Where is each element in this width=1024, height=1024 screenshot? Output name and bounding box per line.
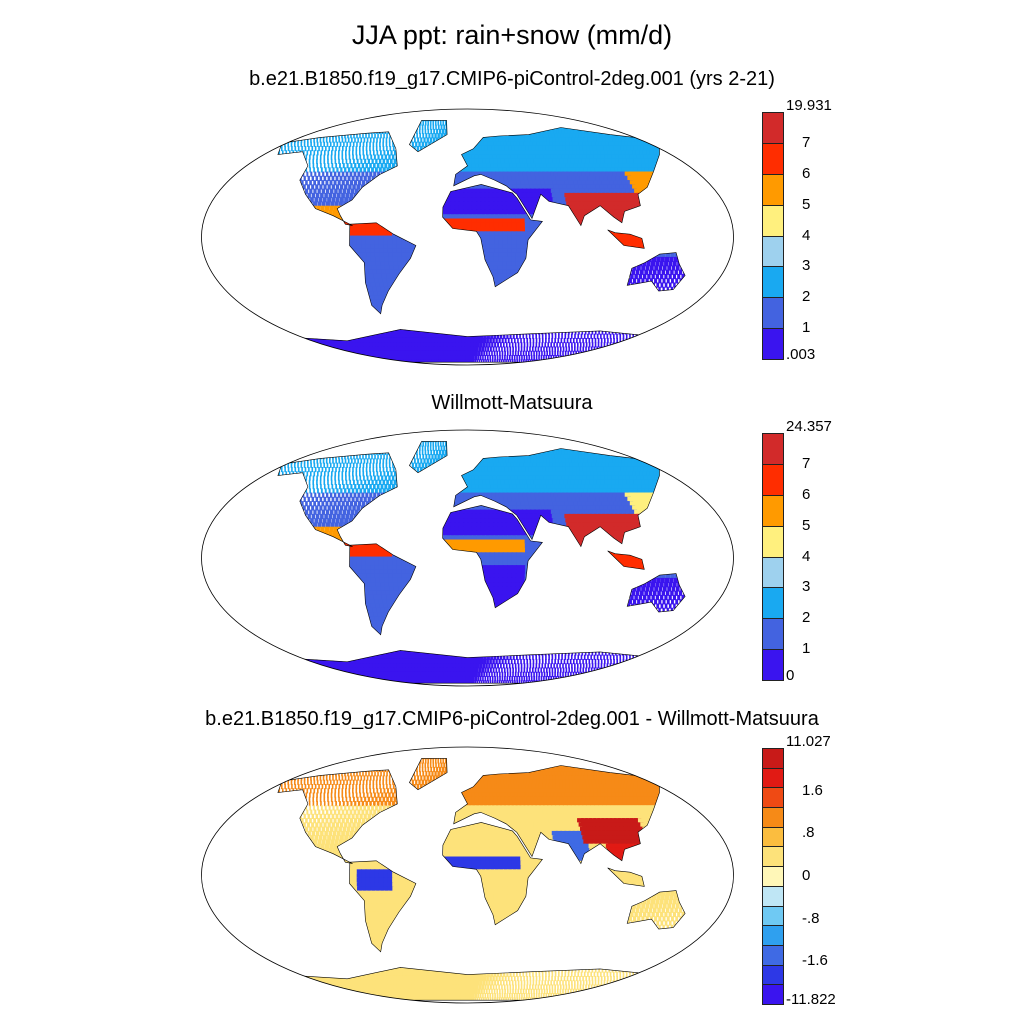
colorbar-tick-label: 3: [802, 578, 810, 595]
panel-3-map: [201, 746, 734, 1004]
colorbar-swatch: [762, 925, 784, 946]
colorbar-tick-label: 5: [802, 196, 810, 213]
colorbar-swatch: [762, 204, 784, 237]
panel-2-map: [201, 429, 734, 687]
colorbar-swatch: [762, 649, 784, 681]
colorbar-tick-label: 1: [802, 319, 810, 336]
colorbar-swatch: [762, 494, 784, 527]
colorbar-swatch: [762, 328, 784, 360]
colorbar-swatch: [762, 235, 784, 268]
colorbar-tick-label: 1.6: [802, 782, 823, 799]
colorbar-swatch: [762, 142, 784, 175]
colorbar-swatch: [762, 525, 784, 558]
colorbar-tick-label: 3: [802, 257, 810, 274]
colorbar-tick-label: 7: [802, 455, 810, 472]
coastlines: [277, 441, 686, 684]
colorbar-tick-label: 7: [802, 134, 810, 151]
colorbar-swatch: [762, 297, 784, 330]
colorbar-tick-label: -.8: [802, 910, 820, 927]
colorbar-tick-label: .003: [786, 346, 815, 363]
colorbar-swatch: [762, 463, 784, 496]
colorbar-swatch: [762, 905, 784, 927]
colorbar-tick-label: 0: [786, 667, 794, 684]
colorbar-swatch: [762, 885, 784, 907]
colorbar-swatch: [762, 944, 784, 966]
precip-field: [277, 441, 686, 684]
colorbar-swatch: [762, 618, 784, 651]
colorbar-swatch: [762, 556, 784, 589]
colorbar-swatch: [762, 826, 784, 848]
colorbar-tick-label: 24.357: [786, 418, 832, 435]
panel-1-map: [201, 108, 734, 366]
panel-1-colorbar: .003 1 2 3 4 5 6 7 19.931: [762, 97, 832, 363]
colorbar-tick-label: 1: [802, 640, 810, 657]
colorbar-swatch: [762, 112, 784, 144]
panel-3-colorbar: -11.822 -1.6 -.8 0 .8 1.6 11.027: [762, 733, 836, 1008]
map-outline: [201, 746, 734, 1004]
colorbar-tick-label: .8: [802, 824, 815, 841]
colorbar-tick-label: 2: [802, 609, 810, 626]
precip-field: [277, 120, 686, 363]
colorbar-swatch: [762, 433, 784, 465]
map-outline: [201, 108, 734, 366]
panel-2-title: Willmott-Matsuura: [0, 392, 1024, 415]
colorbar-tick-label: 6: [802, 486, 810, 503]
colorbar-tick-label: 6: [802, 165, 810, 182]
colorbar-tick-label: 4: [802, 227, 810, 244]
colorbar-swatch: [762, 767, 784, 789]
colorbar-tick-label: -11.822: [786, 991, 836, 1008]
colorbar-swatch: [762, 866, 784, 887]
colorbar-swatch: [762, 807, 784, 828]
coastlines: [277, 120, 686, 363]
panel-2-colorbar: 0 1 2 3 4 5 6 7 24.357: [762, 418, 832, 684]
colorbar-tick-label: 0: [802, 867, 810, 884]
figure-title: JJA ppt: rain+snow (mm/d): [0, 20, 1024, 51]
colorbar-swatch: [762, 587, 784, 620]
colorbar-tick-label: 4: [802, 548, 810, 565]
precip-field: [277, 758, 686, 1001]
colorbar-tick-label: 2: [802, 288, 810, 305]
colorbar-swatch: [762, 787, 784, 809]
map-outline: [201, 429, 734, 687]
colorbar-tick-label: 11.027: [786, 733, 831, 750]
colorbar-swatch: [762, 846, 784, 868]
colorbar-tick-label: 19.931: [786, 97, 832, 114]
colorbar-tick-label: 5: [802, 517, 810, 534]
colorbar-tick-label: -1.6: [802, 952, 828, 969]
panel-3-title: b.e21.B1850.f19_g17.CMIP6-piControl-2deg…: [0, 708, 1024, 731]
colorbar-swatch: [762, 173, 784, 206]
colorbar-swatch: [762, 964, 784, 986]
coastlines: [277, 758, 686, 1001]
colorbar-swatch: [762, 984, 784, 1005]
colorbar-swatch: [762, 266, 784, 299]
panel-1-title: b.e21.B1850.f19_g17.CMIP6-piControl-2deg…: [0, 68, 1024, 91]
colorbar-swatch: [762, 748, 784, 769]
